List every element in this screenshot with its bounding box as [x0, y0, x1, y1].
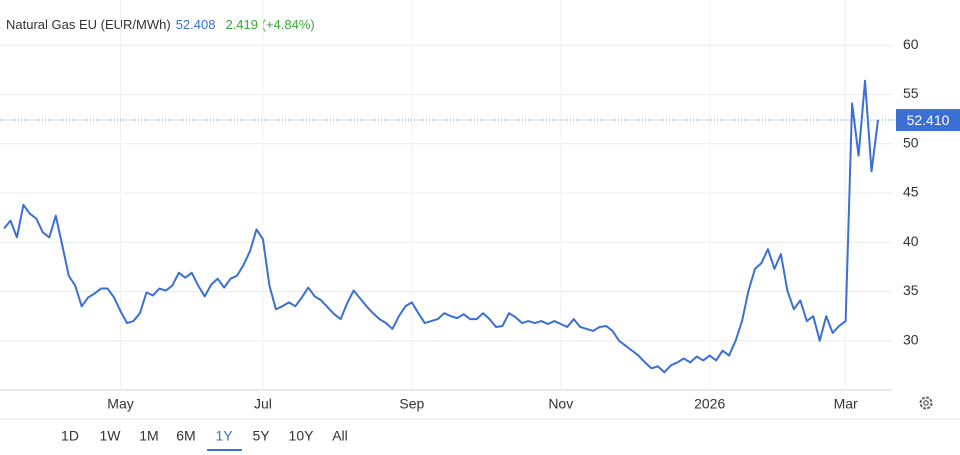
y-tick-label: 55 [903, 85, 919, 101]
y-tick-label: 45 [903, 184, 919, 200]
last-price-label: 52.410 [907, 112, 950, 128]
range-button[interactable]: 1M [139, 428, 158, 444]
range-button[interactable]: All [332, 428, 348, 444]
y-tick-label: 35 [903, 282, 919, 298]
title: Natural Gas EU (EUR/MWh) [6, 17, 171, 32]
y-tick-label: 30 [903, 331, 919, 347]
grid [0, 0, 892, 390]
range-button[interactable]: 10Y [289, 428, 315, 444]
range-button[interactable]: 6M [176, 428, 195, 444]
y-tick-label: 40 [903, 233, 919, 249]
x-tick-label: Sep [399, 396, 424, 412]
price-line [3, 79, 879, 374]
chart-title: Natural Gas EU (EUR/MWh) 52.408 2.419 (+4.… [6, 17, 315, 32]
range-button[interactable]: 1Y [215, 428, 233, 444]
x-tick-label: Mar [834, 396, 858, 412]
range-button[interactable]: 1W [100, 428, 122, 444]
y-tick-label: 60 [903, 36, 919, 52]
price: 52.408 [176, 17, 216, 32]
gear-teeth [919, 396, 933, 410]
gear-hub [923, 400, 929, 406]
range-button[interactable]: 1D [61, 428, 79, 444]
x-tick-label: 2026 [694, 396, 725, 412]
change: 2.419 (+4.84%) [225, 17, 314, 32]
last-price-badge [896, 109, 960, 132]
x-tick-label: Nov [548, 396, 573, 412]
range-button[interactable]: 5Y [252, 428, 270, 444]
settings-icon[interactable] [919, 396, 933, 410]
y-tick-label: 50 [903, 134, 919, 150]
x-tick-label: May [107, 396, 133, 412]
x-tick-label: Jul [254, 396, 272, 412]
